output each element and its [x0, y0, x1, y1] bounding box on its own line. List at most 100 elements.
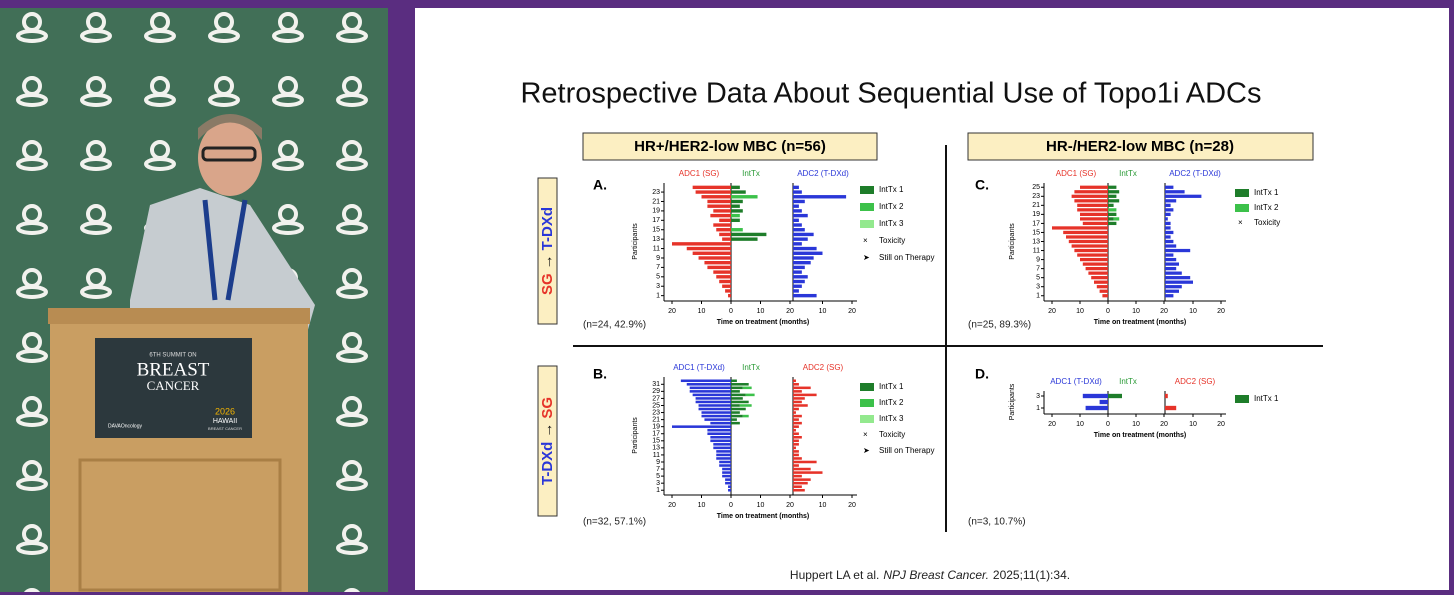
- inttx-bar: [731, 204, 740, 208]
- inttx-bar: [731, 237, 758, 241]
- adc1-bar: [1082, 221, 1108, 226]
- adc2-bar: [793, 393, 817, 397]
- legend-swatch: [860, 415, 874, 423]
- adc2-bar: [1165, 194, 1202, 198]
- inttx-bar: [731, 190, 746, 194]
- legend-marker: ×: [1238, 218, 1243, 227]
- y-tick-label: 5: [656, 473, 660, 480]
- inttx-bar: [731, 209, 743, 213]
- inttx-bar: [731, 390, 740, 393]
- adc1-bar: [716, 275, 731, 279]
- y-axis-label: Participants: [632, 223, 639, 260]
- x-tick-label: 10: [1132, 308, 1140, 315]
- adc1-bar: [1074, 199, 1108, 203]
- adc1-bar: [713, 446, 731, 450]
- adc1-bar: [672, 242, 731, 246]
- adc2-bar: [793, 195, 847, 199]
- seq-arrow: →: [539, 423, 556, 438]
- adc1-bar: [719, 218, 731, 223]
- adc1-bar: [1077, 208, 1108, 212]
- adc2-bar: [793, 383, 799, 386]
- adc2-bar: [793, 242, 802, 246]
- legend-label: IntTx 3: [879, 219, 904, 228]
- podium-text: CANCER: [147, 378, 200, 393]
- adc2-bar: [793, 453, 799, 457]
- adc1-bar: [710, 435, 731, 439]
- adc2-bar: [793, 411, 796, 414]
- x-tick-label: 10: [757, 308, 765, 315]
- legend-label: IntTx 1: [1254, 394, 1279, 403]
- y-tick-label: 17: [652, 431, 660, 438]
- y-tick-label: 1: [656, 292, 660, 299]
- adc1-bar: [1077, 253, 1108, 257]
- adc1-bar: [1074, 190, 1108, 194]
- adc1-bar: [1080, 212, 1108, 217]
- adc2-bar: [793, 284, 802, 288]
- inttx-bar: [731, 418, 737, 421]
- inttx-bar: [731, 383, 749, 386]
- n-label: (n=24, 42.9%): [583, 320, 646, 331]
- y-tick-label: 17: [1032, 220, 1040, 227]
- adc2-bar: [1165, 289, 1179, 293]
- seq-from: SG: [539, 273, 556, 295]
- legend-swatch: [860, 399, 874, 407]
- x-tick-label: 10: [698, 502, 706, 509]
- adc1-bar: [704, 260, 731, 265]
- inttx-bar: [731, 407, 746, 411]
- adc2-bar: [793, 256, 814, 260]
- y-tick-label: 3: [1036, 393, 1040, 400]
- adc1-bar: [692, 251, 731, 255]
- y-tick-label: 5: [656, 274, 660, 281]
- legend-marker: ➤: [863, 446, 870, 455]
- adc1-bar: [707, 428, 731, 432]
- adc2-bar: [793, 474, 802, 478]
- adc2-bar: [1165, 235, 1171, 239]
- ref-citation: 2025;11(1):34.: [993, 568, 1070, 582]
- adc1-bar: [689, 386, 731, 390]
- x-tick-label: 10: [757, 502, 765, 509]
- legend-swatch: [1235, 189, 1249, 197]
- inttx-bar: [1108, 203, 1114, 207]
- adc2-bar: [793, 199, 805, 204]
- y-axis-label: Participants: [1009, 383, 1016, 420]
- x-tick-label: 10: [1189, 421, 1197, 428]
- adc1-bar: [707, 265, 731, 270]
- x-axis-label: Time on treatment (months): [1094, 432, 1186, 439]
- legend-swatch: [860, 383, 874, 391]
- group-box: [967, 132, 1314, 161]
- adc1-bar: [1071, 244, 1108, 248]
- adc2-bar: [793, 228, 805, 232]
- adc2-bar: [793, 460, 817, 464]
- adc2-bar: [793, 421, 802, 425]
- adc1-bar: [1074, 248, 1108, 253]
- adc2-bar: [793, 289, 799, 293]
- adc1-bar: [1102, 294, 1108, 298]
- adc2-bar: [793, 457, 802, 460]
- adc2-bar: [793, 407, 799, 411]
- inttx-bar: [1108, 194, 1117, 198]
- adc2-bar: [793, 443, 799, 446]
- sequence-box: [537, 177, 558, 325]
- adc1-bar: [692, 185, 731, 190]
- legend-swatch: [860, 220, 874, 228]
- x-axis-label: Time on treatment (months): [1094, 319, 1186, 326]
- y-tick-label: 11: [653, 245, 660, 252]
- adc2-bar: [1165, 212, 1171, 217]
- adc2-bar: [1165, 405, 1177, 411]
- adc2-bar: [793, 260, 811, 265]
- adc2-bar: [1165, 262, 1179, 266]
- y-tick-label: 11: [1033, 247, 1040, 254]
- segment-label: ADC2 (SG): [1175, 377, 1216, 386]
- seq-to: T-DXd: [539, 207, 556, 250]
- adc2-bar: [793, 478, 811, 481]
- y-tick-label: 13: [652, 445, 660, 452]
- adc1-bar: [716, 228, 731, 232]
- sequence-label: T-DXd → SG: [539, 397, 556, 485]
- ref-authors: Huppert LA et al.: [790, 568, 879, 582]
- inttx-bar: [731, 411, 740, 414]
- adc2-bar: [793, 279, 805, 284]
- adc1-bar: [722, 237, 731, 241]
- adc2-bar: [793, 414, 802, 418]
- adc2-bar: [793, 397, 805, 400]
- y-tick-label: 9: [656, 255, 660, 262]
